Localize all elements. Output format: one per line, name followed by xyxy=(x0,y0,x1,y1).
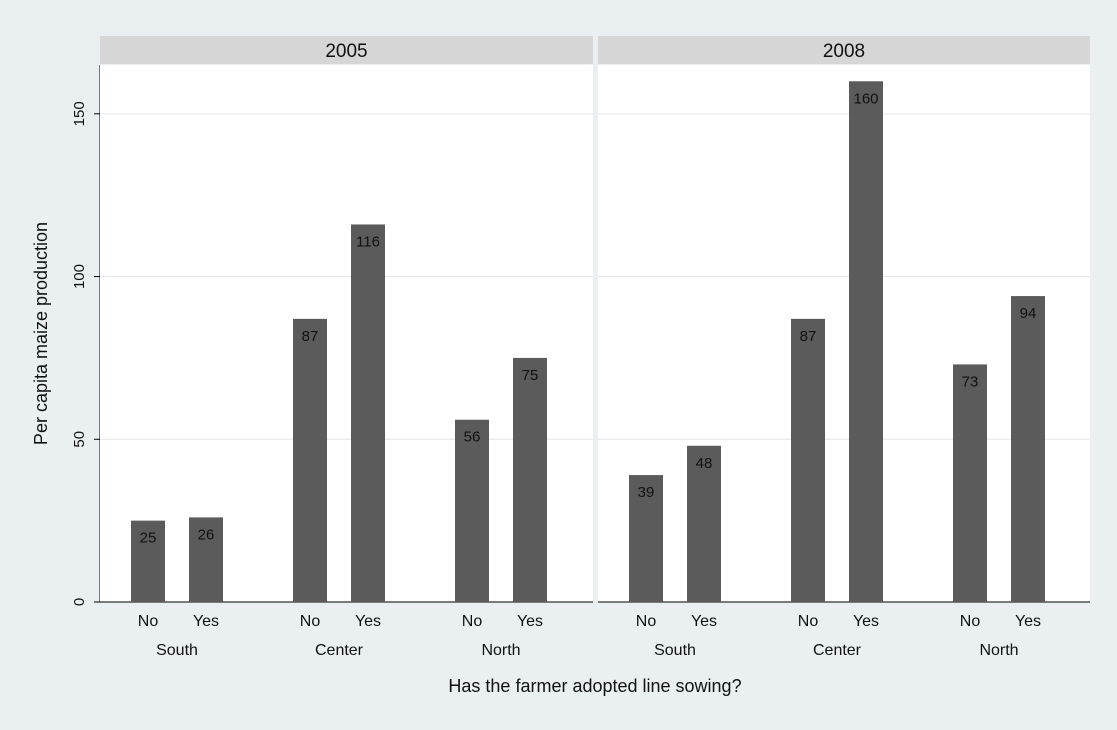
x-axis-title: Has the farmer adopted line sowing? xyxy=(448,676,741,696)
bar xyxy=(513,357,547,602)
y-tick-label: 50 xyxy=(71,431,88,448)
bar-value-label: 87 xyxy=(302,328,319,345)
bar-value-label: 75 xyxy=(522,367,539,384)
panel-header xyxy=(598,36,1090,64)
panel-title: 2008 xyxy=(823,41,865,62)
bar xyxy=(791,318,825,602)
panel-plot-area xyxy=(598,65,1090,602)
x-group-label: Center xyxy=(813,642,862,659)
y-tick-label: 150 xyxy=(71,101,88,126)
x-subcategory-label: No xyxy=(960,613,981,630)
bar xyxy=(849,81,883,603)
x-subcategory-label: Yes xyxy=(853,613,879,630)
bar-value-label: 25 xyxy=(140,530,157,547)
x-group-label: North xyxy=(481,642,520,659)
bar xyxy=(1011,296,1045,602)
bar xyxy=(455,419,489,602)
bar-value-label: 39 xyxy=(638,484,655,501)
x-group-label: Center xyxy=(315,642,364,659)
bar xyxy=(629,475,663,602)
bar xyxy=(953,364,987,602)
x-subcategory-label: No xyxy=(300,613,321,630)
panel-title: 2005 xyxy=(325,41,367,62)
x-group-label: North xyxy=(979,642,1018,659)
bar-value-label: 94 xyxy=(1020,305,1037,322)
bar-value-label: 26 xyxy=(198,526,215,543)
y-tick-label: 0 xyxy=(71,598,88,606)
x-subcategory-label: No xyxy=(798,613,819,630)
x-subcategory-label: No xyxy=(636,613,657,630)
bar xyxy=(131,520,165,602)
bar xyxy=(189,517,223,602)
bar-value-label: 87 xyxy=(800,328,817,345)
y-axis-title: Per capita maize production xyxy=(31,222,51,445)
bar xyxy=(351,224,385,603)
x-group-label: South xyxy=(654,642,696,659)
x-subcategory-label: No xyxy=(138,613,159,630)
bar xyxy=(687,445,721,602)
y-tick-label: 100 xyxy=(71,264,88,289)
bar-value-label: 116 xyxy=(356,233,380,250)
panel-plot-area xyxy=(100,65,593,602)
x-subcategory-label: Yes xyxy=(193,613,219,630)
x-subcategory-label: Yes xyxy=(1015,613,1041,630)
panel-header xyxy=(100,36,593,64)
bar xyxy=(293,318,327,602)
bar-value-label: 56 xyxy=(464,429,481,446)
bar-value-label: 73 xyxy=(962,373,979,390)
x-subcategory-label: No xyxy=(462,613,483,630)
x-subcategory-label: Yes xyxy=(517,613,543,630)
x-subcategory-label: Yes xyxy=(691,613,717,630)
x-subcategory-label: Yes xyxy=(355,613,381,630)
bar-value-label: 160 xyxy=(853,90,878,107)
x-group-label: South xyxy=(156,642,198,659)
bar-value-label: 48 xyxy=(696,455,713,472)
